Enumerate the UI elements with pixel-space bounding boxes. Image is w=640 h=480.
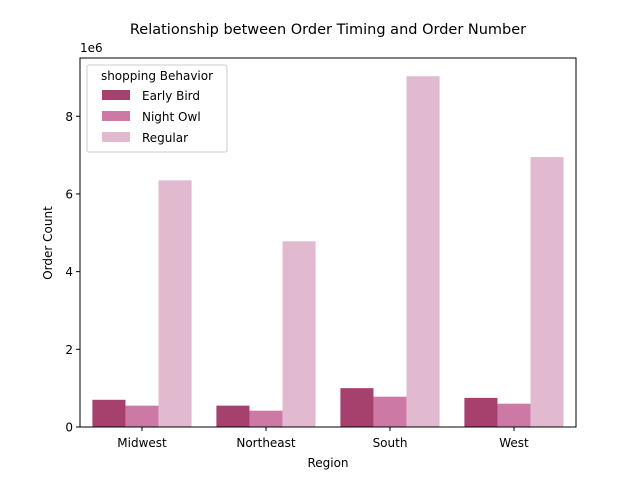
- x-tick-label: Midwest: [117, 436, 167, 450]
- y-tick-label: 6: [65, 187, 73, 201]
- bar-northeast-regular: [282, 241, 316, 427]
- bar-midwest-early-bird: [92, 399, 126, 427]
- axes-group: 0 2 4 6 8 Midwest Northeast South West: [65, 57, 577, 450]
- x-axis-label: Region: [307, 456, 348, 470]
- bar-west-regular: [530, 157, 564, 428]
- legend-swatch: [102, 90, 130, 100]
- y-scale-label: 1e6: [80, 41, 103, 55]
- x-tick-label: South: [373, 436, 408, 450]
- legend-title: shopping Behavior: [101, 69, 213, 83]
- y-tick-label: 8: [65, 110, 73, 124]
- x-tick-label: Northeast: [236, 436, 296, 450]
- bar-midwest-regular: [158, 180, 192, 427]
- bar-west-night-owl: [497, 403, 531, 427]
- chart-title: Relationship between Order Timing and Or…: [130, 22, 526, 38]
- legend-label: Early Bird: [142, 89, 200, 103]
- legend-label: Night Owl: [142, 110, 201, 124]
- bar-northeast-night-owl: [249, 410, 283, 427]
- legend-box: [86, 64, 228, 153]
- y-tick-label: 0: [65, 421, 73, 435]
- y-tick-label: 2: [65, 343, 73, 357]
- y-axis-label: Order Count: [41, 206, 55, 280]
- bar-northeast-early-bird: [216, 405, 250, 427]
- x-tick-label: West: [499, 436, 529, 450]
- bar-south-early-bird: [340, 388, 374, 427]
- y-tick-label: 4: [65, 265, 73, 279]
- legend-swatch: [102, 132, 130, 142]
- legend: shopping Behavior Early Bird Night Owl Regu…: [86, 64, 228, 153]
- bar-midwest-night-owl: [125, 405, 159, 427]
- legend-swatch: [102, 111, 130, 121]
- bar-west-early-bird: [464, 397, 498, 427]
- bar-south-regular: [406, 76, 440, 427]
- bar-south-night-owl: [373, 396, 407, 427]
- legend-label: Regular: [142, 131, 188, 145]
- bars-group: [92, 76, 564, 428]
- plot-frame: [79, 57, 577, 428]
